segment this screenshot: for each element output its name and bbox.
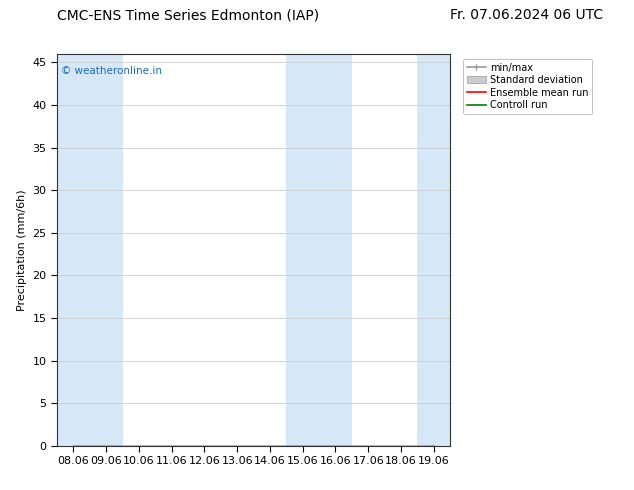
Y-axis label: Precipitation (mm/6h): Precipitation (mm/6h) [17,189,27,311]
Bar [287,54,352,446]
Text: Fr. 07.06.2024 06 UTC: Fr. 07.06.2024 06 UTC [450,8,604,22]
Bar [57,54,122,446]
Bar [417,54,450,446]
Legend: min/max, Standard deviation, Ensemble mean run, Controll run: min/max, Standard deviation, Ensemble me… [463,59,593,114]
Text: CMC-ENS Time Series Edmonton (IAP): CMC-ENS Time Series Edmonton (IAP) [57,8,319,22]
Text: © weatheronline.in: © weatheronline.in [61,66,162,75]
